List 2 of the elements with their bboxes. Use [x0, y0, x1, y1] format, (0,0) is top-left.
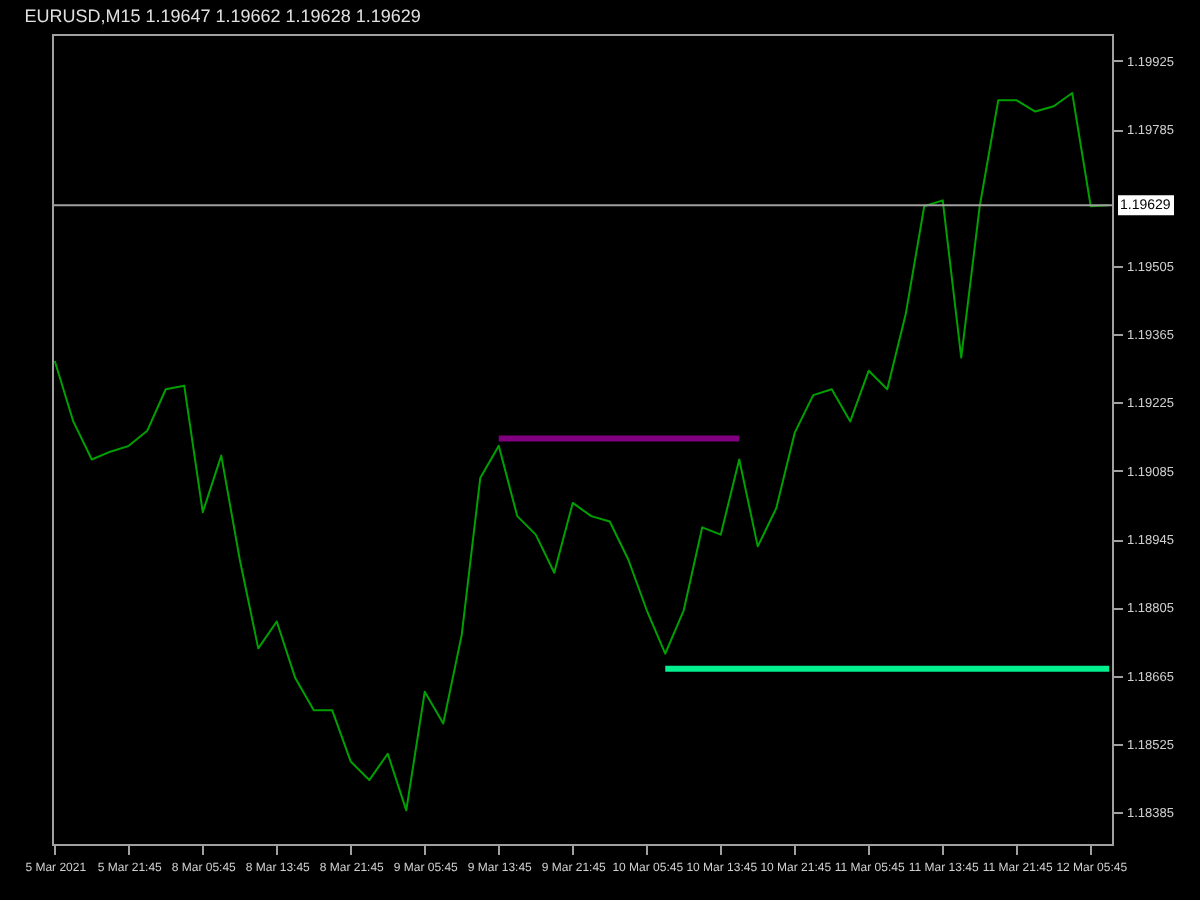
chart-title: EURUSD,M15 1.19647 1.19662 1.19628 1.19629 [24, 6, 421, 26]
line-series [53, 92, 1111, 812]
